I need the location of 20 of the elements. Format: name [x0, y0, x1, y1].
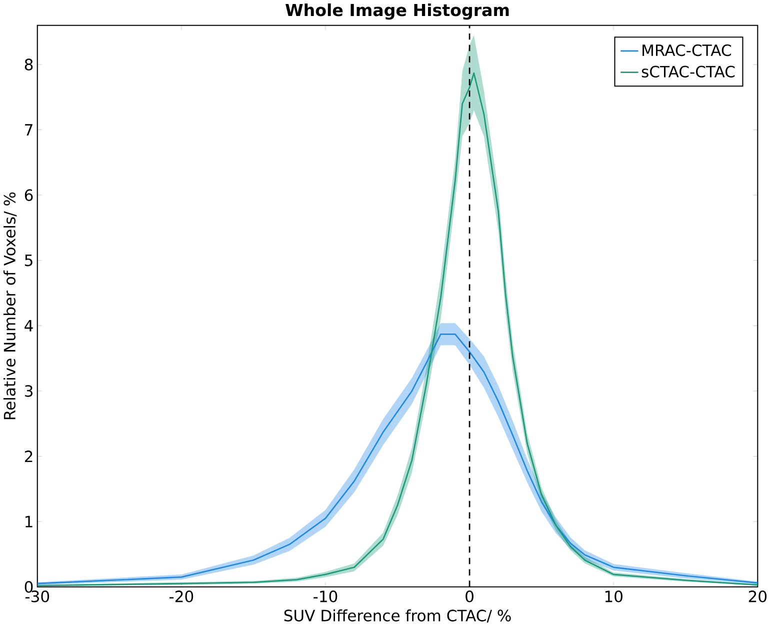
x-tick-label: 20: [748, 590, 767, 602]
chart-title: Whole Image Histogram: [286, 3, 509, 20]
y-tick-label: 6: [24, 189, 33, 201]
legend-label: sCTAC-CTAC: [642, 66, 735, 78]
x-tick-label: -20: [170, 590, 194, 602]
y-tick-label: 3: [25, 385, 32, 397]
y-tick-label: 8: [24, 58, 33, 70]
y-tick-label: 7: [25, 124, 32, 136]
x-axis-title: SUV Difference from CTAC/ %: [284, 609, 511, 623]
x-tick-label: -10: [314, 590, 338, 602]
x-tick-label: -30: [25, 590, 50, 602]
x-tick-label: 10: [605, 590, 622, 602]
y-axis-title: Relative Number of Voxels/ %: [3, 192, 17, 420]
y-tick-label: 1: [26, 516, 32, 528]
legend-label: MRAC-CTAC: [642, 44, 731, 56]
y-tick-label: 5: [25, 254, 32, 266]
y-tick-label: 0: [24, 580, 33, 593]
y-tick-label: 4: [24, 320, 33, 332]
y-tick-label: 2: [24, 450, 32, 462]
x-tick-label: 0: [466, 590, 474, 602]
